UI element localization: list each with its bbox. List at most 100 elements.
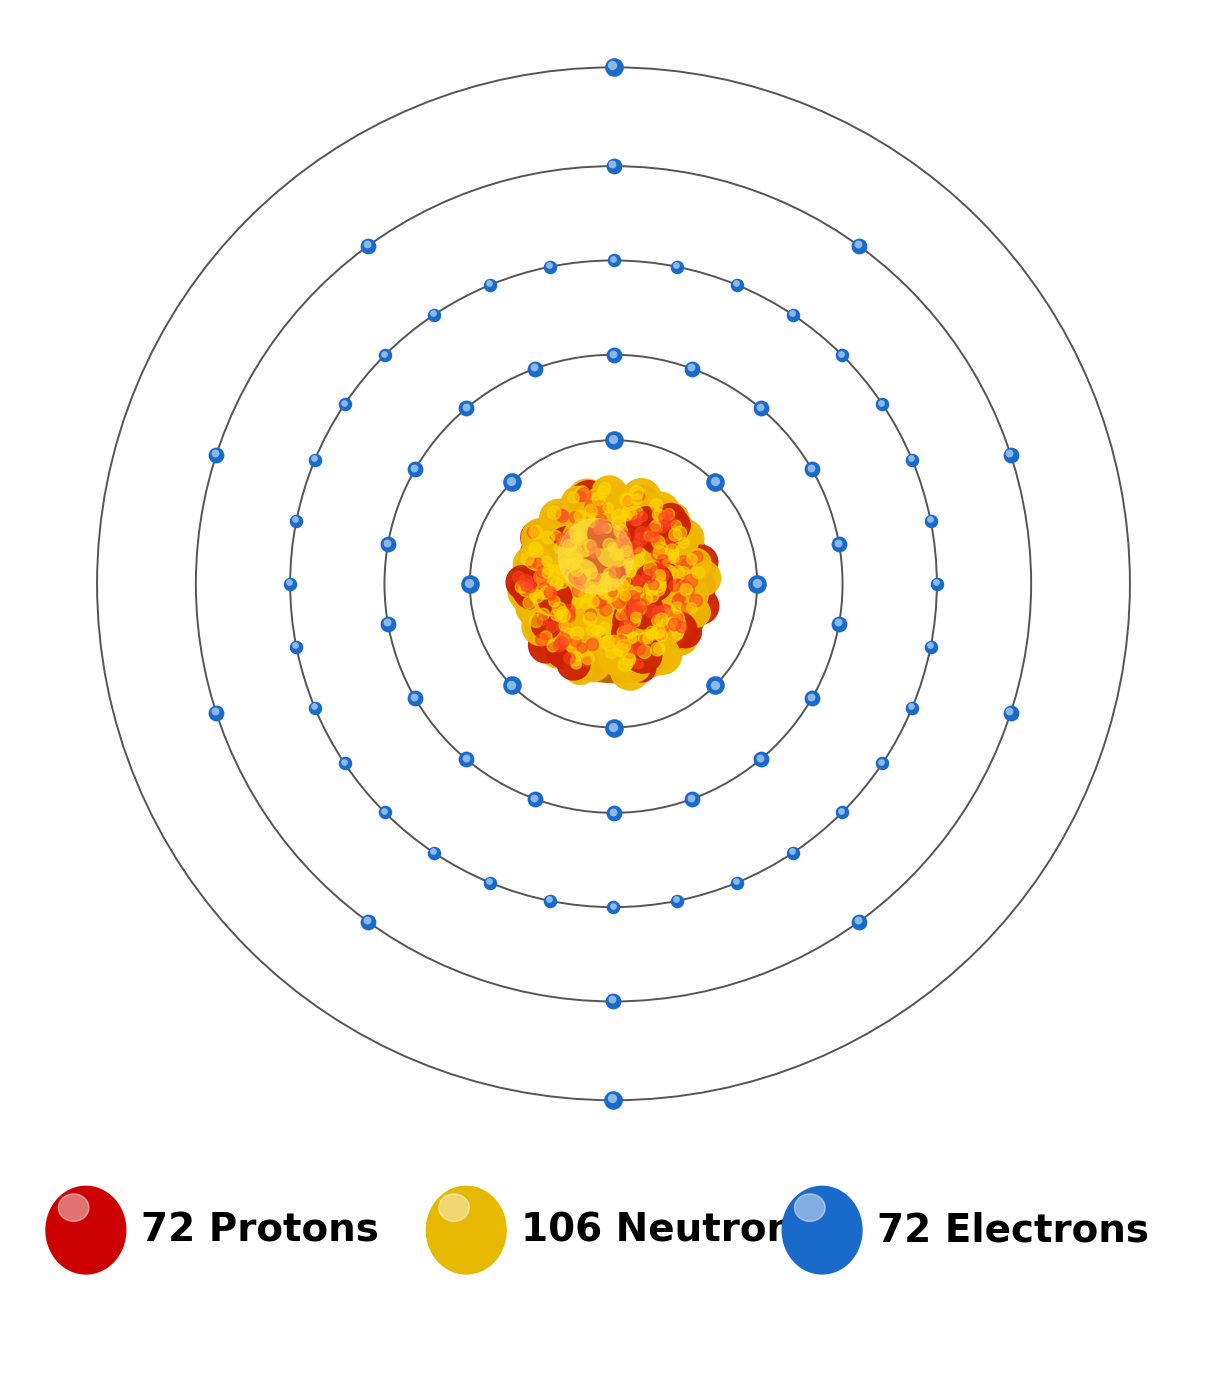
Ellipse shape — [58, 1194, 90, 1222]
Circle shape — [658, 513, 690, 545]
Point — [405, 459, 425, 481]
Circle shape — [584, 539, 596, 552]
Circle shape — [612, 516, 626, 530]
Circle shape — [540, 587, 552, 599]
Circle shape — [550, 503, 582, 535]
Circle shape — [676, 599, 704, 627]
Circle shape — [647, 591, 659, 602]
Circle shape — [679, 538, 690, 548]
Circle shape — [644, 531, 654, 541]
Circle shape — [558, 623, 588, 653]
Point — [280, 573, 299, 595]
Ellipse shape — [795, 1194, 826, 1222]
Circle shape — [658, 603, 687, 632]
Circle shape — [600, 635, 627, 663]
Circle shape — [605, 591, 617, 602]
Circle shape — [633, 555, 644, 567]
Circle shape — [535, 525, 571, 562]
Circle shape — [537, 559, 567, 589]
Circle shape — [627, 570, 655, 599]
Circle shape — [627, 571, 661, 606]
Circle shape — [564, 578, 601, 614]
Circle shape — [620, 591, 631, 600]
Circle shape — [625, 635, 663, 673]
Circle shape — [632, 627, 665, 660]
Circle shape — [672, 574, 707, 609]
Circle shape — [587, 624, 599, 637]
Circle shape — [536, 585, 550, 599]
Text: 106 Neutrons: 106 Neutrons — [521, 1211, 817, 1250]
Circle shape — [583, 541, 615, 573]
Circle shape — [585, 500, 598, 513]
Circle shape — [609, 580, 620, 591]
Circle shape — [539, 582, 572, 616]
Circle shape — [652, 535, 665, 549]
Circle shape — [611, 573, 642, 605]
Circle shape — [556, 537, 591, 573]
Circle shape — [658, 621, 669, 634]
Circle shape — [599, 585, 632, 619]
Point — [828, 532, 848, 555]
Circle shape — [518, 575, 551, 609]
Point — [604, 505, 623, 527]
Text: alamy: alamy — [31, 1323, 134, 1352]
Circle shape — [552, 506, 580, 534]
Point — [801, 457, 821, 480]
Circle shape — [639, 575, 669, 606]
Circle shape — [681, 559, 692, 570]
Circle shape — [577, 488, 591, 502]
Point — [728, 274, 747, 296]
Circle shape — [660, 612, 691, 644]
Circle shape — [605, 588, 642, 626]
Circle shape — [571, 637, 582, 646]
Circle shape — [568, 492, 579, 503]
Circle shape — [552, 602, 582, 631]
Circle shape — [582, 652, 594, 664]
Circle shape — [557, 634, 571, 646]
Circle shape — [594, 584, 625, 614]
Circle shape — [607, 628, 647, 667]
Circle shape — [578, 603, 611, 637]
Circle shape — [616, 488, 649, 521]
Circle shape — [579, 589, 591, 602]
Circle shape — [566, 525, 594, 553]
Circle shape — [609, 545, 638, 574]
Circle shape — [665, 560, 701, 595]
Point — [602, 894, 622, 916]
Circle shape — [602, 560, 636, 594]
Circle shape — [545, 589, 557, 600]
Circle shape — [654, 628, 666, 641]
Circle shape — [606, 517, 645, 556]
Circle shape — [542, 589, 574, 623]
Circle shape — [675, 553, 707, 585]
Circle shape — [550, 603, 587, 639]
Circle shape — [563, 543, 575, 556]
Point — [479, 870, 498, 892]
Circle shape — [539, 582, 550, 594]
Circle shape — [599, 482, 611, 495]
Point — [1000, 699, 1020, 721]
Point — [287, 635, 307, 657]
Circle shape — [569, 527, 583, 539]
Circle shape — [669, 553, 680, 563]
Circle shape — [652, 582, 665, 596]
Circle shape — [506, 566, 540, 599]
Point — [357, 909, 377, 931]
Point — [604, 716, 623, 738]
Circle shape — [602, 635, 616, 648]
Circle shape — [633, 575, 643, 585]
Circle shape — [575, 534, 607, 566]
Circle shape — [572, 584, 585, 598]
Point — [375, 801, 395, 823]
Text: 72 Electrons: 72 Electrons — [877, 1211, 1150, 1250]
Point — [502, 470, 521, 492]
Circle shape — [528, 564, 563, 602]
Circle shape — [526, 564, 563, 600]
Circle shape — [579, 632, 614, 667]
Point — [358, 910, 378, 933]
Point — [920, 510, 940, 532]
Circle shape — [571, 532, 583, 543]
Circle shape — [614, 524, 628, 538]
Circle shape — [566, 541, 577, 552]
Circle shape — [548, 564, 561, 577]
